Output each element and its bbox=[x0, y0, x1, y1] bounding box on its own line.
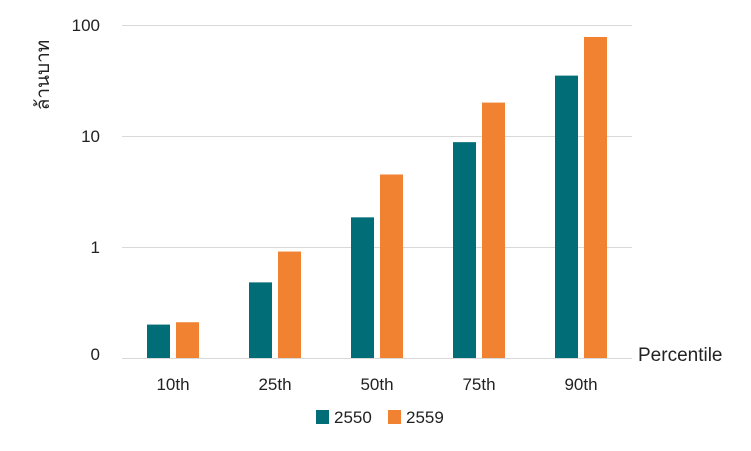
bar-2550-90th bbox=[555, 75, 578, 358]
y-tick-label: 100 bbox=[72, 16, 100, 35]
bar-2550-10th bbox=[147, 324, 170, 358]
y-tick-label: 0 bbox=[91, 345, 100, 364]
bars bbox=[147, 36, 607, 359]
legend-label-2559: 2559 bbox=[406, 408, 444, 427]
x-tick-label: 25th bbox=[258, 375, 291, 394]
y-tick-label: 1 bbox=[91, 238, 100, 257]
bar-2559-10th bbox=[176, 322, 199, 358]
legend-label-2550: 2550 bbox=[334, 408, 372, 427]
x-tick-label: 10th bbox=[156, 375, 189, 394]
bar-2550-25th bbox=[249, 282, 272, 358]
y-tick-labels: 0 1 10 100 bbox=[72, 16, 100, 364]
bar-2550-50th bbox=[351, 217, 374, 358]
bar-2559-25th bbox=[278, 251, 301, 358]
x-tick-label: 90th bbox=[564, 375, 597, 394]
y-axis-title: ล้านบาท bbox=[33, 40, 54, 111]
x-axis-title: Percentile bbox=[638, 345, 723, 366]
x-tick-label: 50th bbox=[360, 375, 393, 394]
bar-2559-75th bbox=[482, 102, 505, 359]
bar-2550-75th bbox=[453, 142, 476, 358]
x-tick-labels: 10th 25th 50th 75th 90th bbox=[156, 375, 597, 394]
legend-swatch-2550 bbox=[316, 410, 329, 424]
legend-swatch-2559 bbox=[388, 410, 401, 424]
y-tick-label: 10 bbox=[81, 127, 100, 146]
bar-2559-50th bbox=[380, 174, 403, 358]
legend: 2550 2559 bbox=[316, 408, 444, 427]
bar-2559-90th bbox=[584, 36, 607, 358]
gridlines bbox=[122, 25, 632, 359]
x-tick-label: 75th bbox=[462, 375, 495, 394]
